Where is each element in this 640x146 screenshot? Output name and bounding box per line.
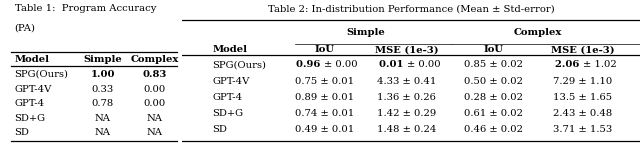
- Text: GPT-4: GPT-4: [212, 93, 243, 102]
- Text: 0.33: 0.33: [92, 85, 114, 94]
- Text: SPG(Ours): SPG(Ours): [212, 60, 266, 69]
- Text: SD+G: SD+G: [212, 109, 243, 118]
- Text: 0.85 ± 0.02: 0.85 ± 0.02: [464, 60, 523, 69]
- Text: 0.01: 0.01: [379, 60, 406, 69]
- Text: 0.28 ± 0.02: 0.28 ± 0.02: [464, 93, 523, 102]
- Text: ± 0.00: ± 0.00: [324, 60, 358, 69]
- Text: Table 1:  Program Accuracy: Table 1: Program Accuracy: [15, 4, 156, 13]
- Text: SD: SD: [15, 128, 29, 137]
- Text: 3.71 ± 1.53: 3.71 ± 1.53: [553, 125, 612, 134]
- Text: 2.06: 2.06: [555, 60, 583, 69]
- Text: 0.78: 0.78: [92, 99, 114, 108]
- Text: Complex: Complex: [131, 55, 179, 64]
- Text: 1.00: 1.00: [90, 70, 115, 79]
- Text: 7.29 ± 1.10: 7.29 ± 1.10: [553, 77, 612, 86]
- Text: NA: NA: [147, 114, 163, 123]
- Text: GPT-4V: GPT-4V: [15, 85, 52, 94]
- Text: 13.5 ± 1.65: 13.5 ± 1.65: [553, 93, 612, 102]
- Text: 0.96: 0.96: [296, 60, 324, 69]
- Text: Simple: Simple: [83, 55, 122, 64]
- Text: NA: NA: [95, 128, 111, 137]
- Text: 0.00: 0.00: [143, 85, 166, 94]
- Text: SD: SD: [212, 125, 227, 134]
- Text: MSE (1e-3): MSE (1e-3): [551, 45, 614, 54]
- Text: IoU: IoU: [484, 45, 504, 54]
- Text: GPT-4V: GPT-4V: [212, 77, 250, 86]
- Text: Table 2: In-distribution Performance (Mean ± Std-error): Table 2: In-distribution Performance (Me…: [268, 4, 555, 13]
- Text: Model: Model: [15, 55, 49, 64]
- Text: (PA): (PA): [15, 23, 36, 32]
- Text: NA: NA: [95, 114, 111, 123]
- Text: 0.00: 0.00: [143, 99, 166, 108]
- Text: Complex: Complex: [514, 28, 563, 37]
- Text: Model: Model: [212, 45, 247, 54]
- Text: SD+G: SD+G: [15, 114, 45, 123]
- Text: GPT-4: GPT-4: [15, 99, 45, 108]
- Text: SPG(Ours): SPG(Ours): [15, 70, 68, 79]
- Text: 0.83: 0.83: [142, 70, 167, 79]
- Text: 4.33 ± 0.41: 4.33 ± 0.41: [377, 77, 436, 86]
- Text: MSE (1e-3): MSE (1e-3): [375, 45, 438, 54]
- Text: 1.42 ± 0.29: 1.42 ± 0.29: [377, 109, 436, 118]
- Text: 0.74 ± 0.01: 0.74 ± 0.01: [294, 109, 354, 118]
- Text: Simple: Simple: [346, 28, 385, 37]
- Text: 0.75 ± 0.01: 0.75 ± 0.01: [294, 77, 354, 86]
- Text: 0.61 ± 0.02: 0.61 ± 0.02: [464, 109, 523, 118]
- Text: 1.36 ± 0.26: 1.36 ± 0.26: [377, 93, 436, 102]
- Text: ± 1.02: ± 1.02: [583, 60, 616, 69]
- Text: 0.49 ± 0.01: 0.49 ± 0.01: [294, 125, 354, 134]
- Text: NA: NA: [147, 128, 163, 137]
- Text: 0.46 ± 0.02: 0.46 ± 0.02: [464, 125, 523, 134]
- Text: 2.43 ± 0.48: 2.43 ± 0.48: [553, 109, 612, 118]
- Text: IoU: IoU: [314, 45, 334, 54]
- Text: 0.89 ± 0.01: 0.89 ± 0.01: [294, 93, 354, 102]
- Text: 1.48 ± 0.24: 1.48 ± 0.24: [377, 125, 436, 134]
- Text: 0.50 ± 0.02: 0.50 ± 0.02: [464, 77, 523, 86]
- Text: ± 0.00: ± 0.00: [406, 60, 440, 69]
